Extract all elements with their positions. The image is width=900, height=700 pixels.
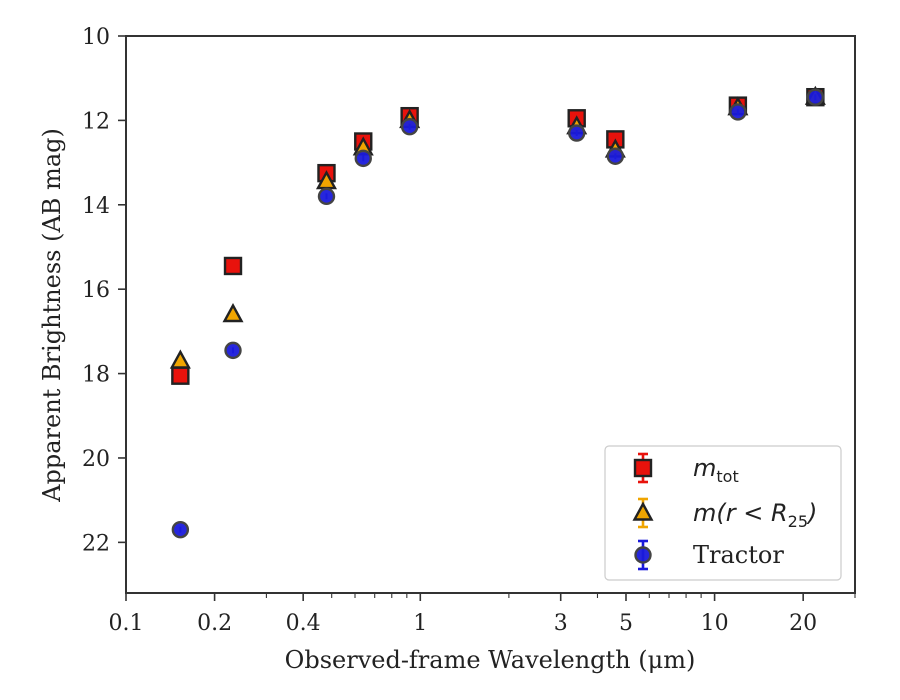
- legend-box: [604, 445, 842, 581]
- x-tick-label: 1: [413, 611, 427, 636]
- triangle-point: [222, 303, 244, 323]
- y-tick-label: 10: [82, 25, 110, 50]
- legend-label: mtot: [693, 454, 739, 486]
- y-tick-label: 20: [82, 447, 110, 472]
- circle-point: [224, 341, 242, 360]
- legend-label: m(r < R25): [693, 499, 817, 531]
- x-tick-label: 20: [789, 611, 817, 636]
- circle-point: [606, 147, 625, 165]
- legend-triangle-marker: [632, 501, 654, 521]
- x-tick-label: 10: [701, 611, 729, 636]
- x-tick-label: 5: [619, 611, 633, 636]
- y-axis-ticks: 10 12 14 16 18 20 22: [82, 25, 126, 556]
- y-axis-label: Apparent Brightness (AB mag): [38, 128, 66, 503]
- circle-point: [171, 521, 190, 539]
- y-tick-label: 12: [82, 109, 110, 134]
- circle-point: [729, 103, 747, 121]
- y-tick-label: 22: [82, 531, 110, 556]
- y-tick-label: 16: [82, 278, 110, 303]
- legend-square-marker: [633, 458, 653, 478]
- circle-point: [354, 149, 372, 168]
- x-axis-label: Observed-frame Wavelength (μm): [285, 646, 696, 674]
- x-tick-label: 0.1: [109, 611, 144, 636]
- circle-point: [568, 124, 586, 142]
- circle-point: [806, 88, 825, 106]
- triangle-point: [169, 349, 191, 369]
- y-tick-label: 18: [82, 363, 110, 388]
- legend-label: Tractor: [693, 541, 784, 569]
- x-tick-label: 3: [554, 611, 568, 636]
- y-tick-label: 14: [82, 194, 110, 219]
- x-tick-label: 0.2: [197, 611, 232, 636]
- x-tick-label: 0.4: [286, 611, 321, 636]
- x-axis-ticks: 0.1 0.2 0.4 1 3 5 10 20: [109, 593, 856, 636]
- square-point: [171, 366, 190, 385]
- plot-frame: [125, 35, 856, 594]
- data-points: [169, 85, 826, 539]
- legend-circle-marker: [634, 546, 652, 564]
- circle-point: [400, 118, 419, 136]
- legend: mtot m(r < R25) Tractor: [604, 445, 842, 581]
- circle-point: [317, 187, 336, 206]
- square-point: [223, 256, 243, 276]
